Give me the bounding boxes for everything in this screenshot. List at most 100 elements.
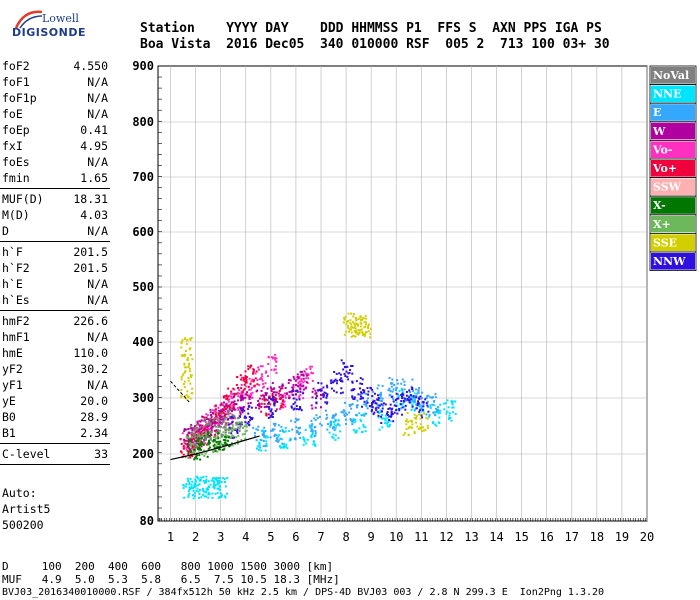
data-point-e	[432, 411, 435, 414]
data-point-noval	[215, 431, 218, 434]
data-point-w	[273, 403, 276, 406]
data-point-nne	[403, 405, 406, 408]
data-point-e	[429, 396, 432, 399]
data-point-nnw	[388, 419, 391, 422]
data-point-vo	[222, 411, 225, 414]
param-row: hmF2 226.6	[0, 313, 112, 329]
data-point-vo	[251, 372, 254, 375]
data-point-sse	[184, 349, 187, 352]
data-point-w	[258, 407, 261, 410]
data-point-nnw	[335, 391, 338, 394]
data-point-noval	[225, 416, 228, 419]
data-point-nnw	[292, 390, 295, 393]
data-point-w	[311, 390, 314, 393]
data-point-e	[324, 409, 327, 412]
data-point-vo	[275, 357, 278, 360]
data-point-w	[294, 379, 297, 382]
data-point-w	[297, 377, 300, 380]
data-point-nnw	[353, 396, 356, 399]
data-point-e	[403, 383, 406, 386]
data-point-x	[199, 443, 202, 446]
data-point-nne	[260, 449, 263, 452]
data-point-nnw	[338, 378, 341, 381]
data-point-nne	[401, 391, 404, 394]
data-point-nnw	[411, 388, 414, 391]
data-point-nnw	[367, 390, 370, 393]
data-point-nne	[216, 479, 219, 482]
data-point-nnw	[394, 399, 397, 402]
data-point-sse	[189, 347, 192, 350]
data-point-w	[246, 391, 249, 394]
data-point-vo	[217, 423, 220, 426]
data-point-e	[273, 433, 276, 436]
data-point-vo	[223, 415, 226, 418]
data-point-vo	[229, 403, 232, 406]
param-name: B1	[2, 426, 16, 440]
data-point-w	[272, 399, 275, 402]
data-point-x	[237, 442, 240, 445]
data-point-nne	[359, 418, 362, 421]
data-point-nne	[205, 495, 208, 498]
legend-swatch	[651, 253, 695, 270]
param-name: foF1	[2, 75, 30, 89]
data-point-nnw	[386, 413, 389, 416]
data-point-vo	[199, 432, 202, 435]
data-point-noval	[209, 423, 212, 426]
data-point-noval	[204, 423, 207, 426]
data-point-nne	[195, 489, 198, 492]
data-point-nne	[207, 496, 210, 499]
data-point-x	[207, 431, 210, 434]
data-point-nne	[386, 424, 389, 427]
data-point-nne	[202, 480, 205, 483]
data-point-nne	[209, 483, 212, 486]
data-point-nne	[256, 447, 259, 450]
param-separator	[0, 464, 110, 465]
data-point-w	[296, 373, 299, 376]
data-point-sse	[420, 426, 423, 429]
data-point-w	[310, 404, 313, 407]
data-point-noval	[196, 435, 199, 438]
param-name: hmF2	[2, 314, 30, 328]
data-point-vo	[299, 380, 302, 383]
data-point-nnw	[290, 405, 293, 408]
param-row: foF2 4.550	[0, 58, 112, 74]
param-group-muf: MUF(D) 18.31 M(D) 4.03 D N/A	[0, 191, 112, 239]
data-point-nnw	[295, 389, 298, 392]
data-point-nne	[201, 487, 204, 490]
data-point-nne	[278, 434, 281, 437]
data-point-w	[227, 404, 230, 407]
data-point-nnw	[231, 436, 234, 439]
data-point-nnw	[373, 399, 376, 402]
data-point-sse	[356, 332, 359, 335]
data-point-vo	[244, 370, 247, 373]
data-point-w	[305, 381, 308, 384]
data-point-nnw	[239, 407, 242, 410]
data-point-x	[191, 448, 194, 451]
data-point-sse	[188, 367, 191, 370]
data-point-nne	[400, 387, 403, 390]
data-point-nnw	[295, 404, 298, 407]
data-point-sse	[180, 342, 183, 345]
legend-swatch	[651, 234, 695, 251]
data-point-nnw	[338, 372, 341, 375]
data-point-e	[380, 393, 383, 396]
data-point-e	[425, 413, 428, 416]
data-point-noval	[224, 426, 227, 429]
data-point-noval	[219, 425, 222, 428]
data-point-e	[318, 415, 321, 418]
data-point-e	[393, 384, 396, 387]
data-point-e	[313, 426, 316, 429]
data-point-noval	[231, 413, 234, 416]
data-point-e	[366, 407, 369, 410]
data-point-nne	[283, 431, 286, 434]
data-point-nne	[220, 495, 223, 498]
data-point-e	[326, 423, 329, 426]
data-point-nne	[352, 428, 355, 431]
param-value: N/A	[87, 155, 108, 169]
data-point-e	[334, 413, 337, 416]
y-tick-label: 900	[132, 59, 154, 73]
param-value: 33	[94, 447, 108, 461]
data-point-e	[311, 429, 314, 432]
data-point-x	[197, 438, 200, 441]
legend-label: W	[652, 125, 666, 138]
